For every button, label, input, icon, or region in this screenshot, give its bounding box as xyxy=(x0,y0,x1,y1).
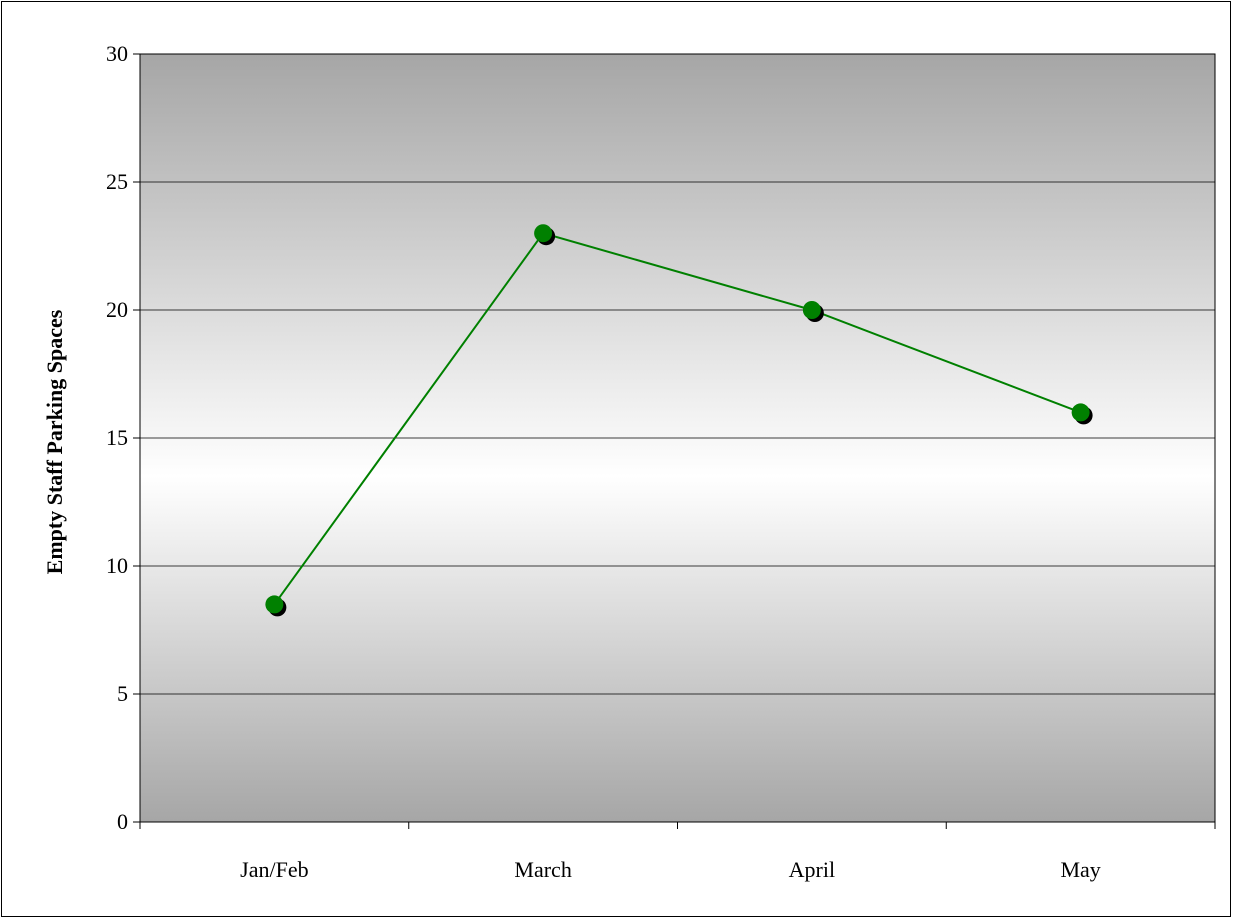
series-polyline xyxy=(273,232,1081,605)
data-point-2 xyxy=(802,301,824,322)
data-point-3 xyxy=(1071,403,1093,425)
data-point-marker-3 xyxy=(1071,403,1090,422)
x-tick-label-3: May xyxy=(1060,857,1100,882)
y-tick-label-20: 20 xyxy=(106,297,128,322)
y-tick-label-15: 15 xyxy=(106,425,128,450)
y-tick-label-0: 0 xyxy=(117,809,128,834)
x-axis-ticks: Jan/Feb March April May xyxy=(139,822,1216,882)
data-point-marker-2 xyxy=(802,301,821,319)
x-tick-label-0: Jan/Feb xyxy=(240,857,308,882)
data-point-marker-0 xyxy=(265,595,284,614)
y-tick-label-25: 25 xyxy=(106,169,128,194)
gridlines xyxy=(140,181,1215,695)
data-point-0 xyxy=(265,595,287,617)
y-tick-label-10: 10 xyxy=(106,553,128,578)
x-tick-label-1: March xyxy=(514,857,571,882)
data-point-marker-1 xyxy=(534,224,553,243)
y-tick-label-30: 30 xyxy=(106,41,128,66)
y-axis-title: Empty Staff Parking Spaces xyxy=(42,309,67,574)
x-tick-label-2: April xyxy=(789,857,835,882)
data-point-1 xyxy=(534,224,556,246)
series-line xyxy=(273,232,1081,605)
y-tick-label-5: 5 xyxy=(117,681,128,706)
y-axis-ticks: 0 5 10 15 20 25 30 xyxy=(106,41,140,834)
series-markers xyxy=(265,224,1093,617)
